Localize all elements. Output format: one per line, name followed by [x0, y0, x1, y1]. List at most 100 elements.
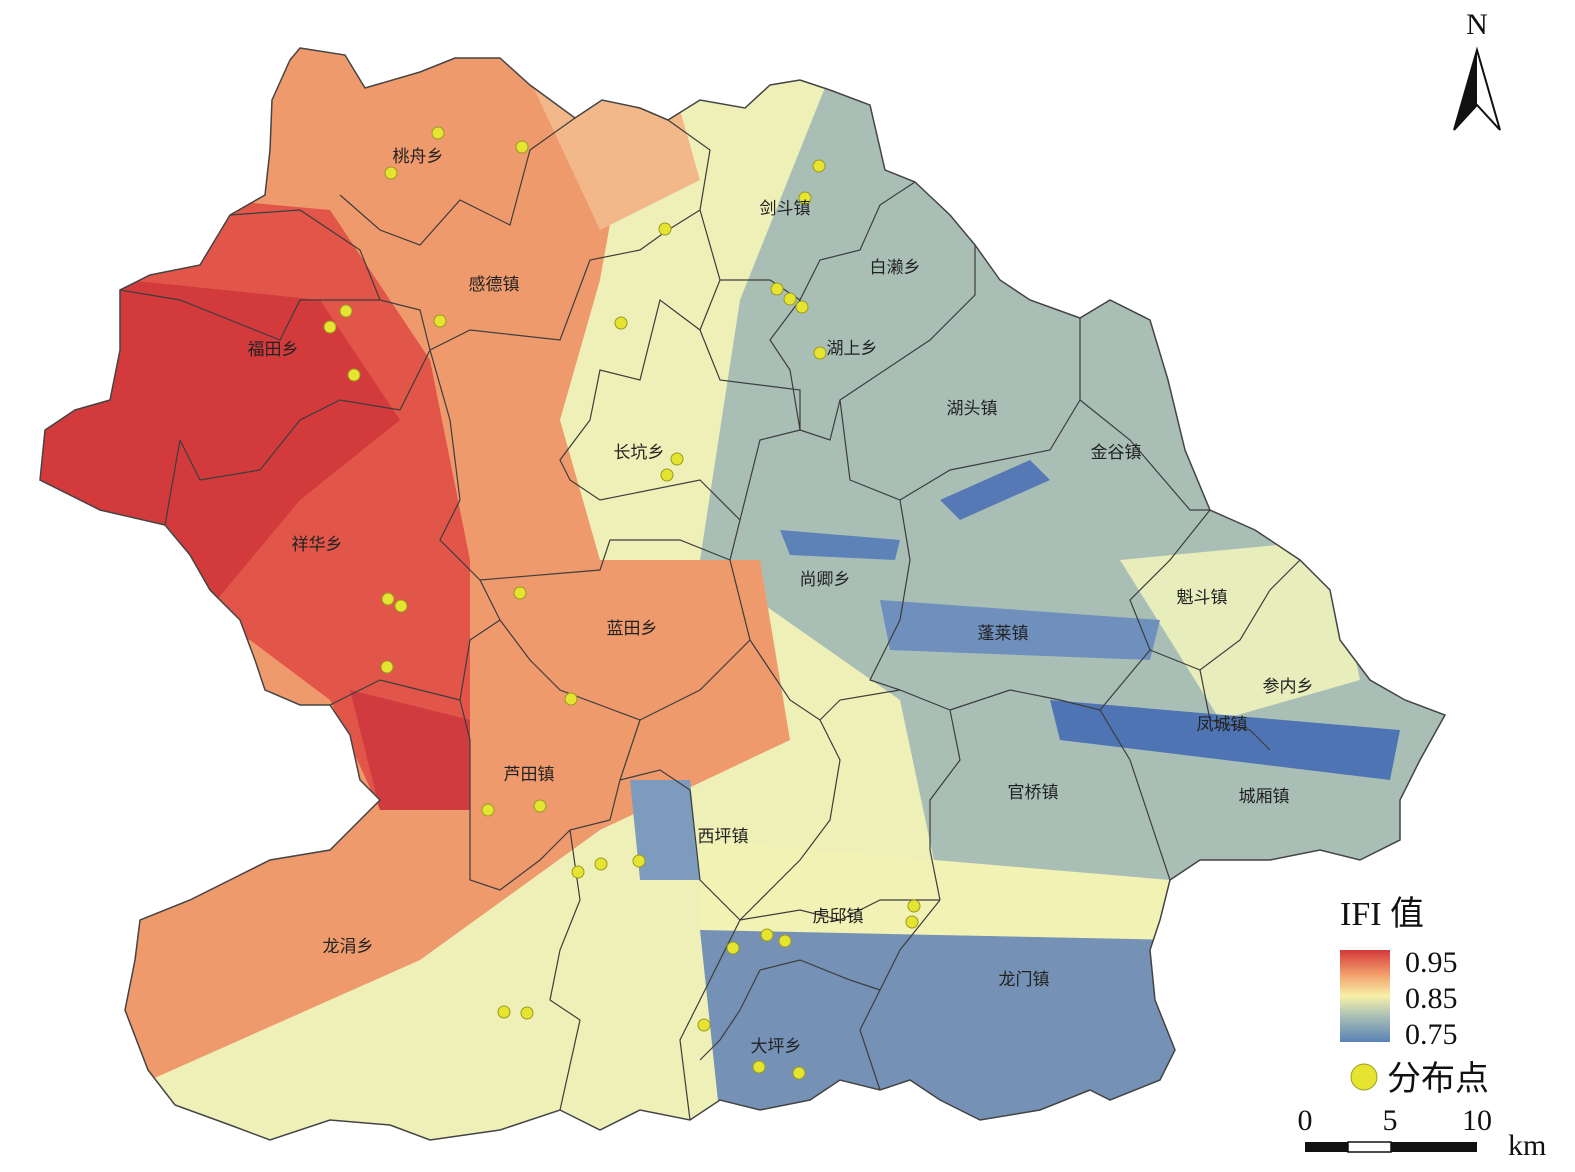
legend-color-ramp	[1340, 950, 1390, 1042]
legend-title: IFI 值	[1340, 895, 1424, 933]
distribution-point	[770, 282, 784, 296]
distribution-point	[347, 368, 361, 382]
distribution-point	[778, 934, 792, 948]
distribution-point	[632, 854, 646, 868]
distribution-point	[520, 1006, 534, 1020]
surface-orange-ne	[530, 80, 700, 230]
surface-blue-xiping	[630, 780, 700, 880]
distribution-point	[515, 140, 529, 154]
surface-blue-center	[780, 530, 900, 560]
legend-max-label: 0.95	[1405, 946, 1458, 979]
distribution-point	[481, 803, 495, 817]
label-bailai: 白濑乡	[870, 258, 921, 278]
label-longmen: 龙门镇	[999, 970, 1050, 990]
distribution-point	[380, 660, 394, 674]
label-jingu: 金谷镇	[1091, 443, 1142, 463]
surface-red-south	[350, 690, 470, 810]
distribution-point	[323, 320, 337, 334]
boundary	[229, 209, 431, 351]
boundary	[119, 289, 380, 341]
surface-blue-south	[700, 930, 1180, 1120]
boundary	[759, 959, 881, 991]
legend-mid-label: 0.85	[1405, 982, 1458, 1015]
scale-segment-white	[1347, 1141, 1392, 1153]
scale-tick-5: 5	[1383, 1104, 1398, 1137]
distribution-point	[795, 300, 809, 314]
surface-yellow-south	[700, 840, 1170, 940]
label-penglai: 蓬莱镇	[978, 624, 1029, 644]
label-lutian: 芦田镇	[504, 765, 555, 785]
surface-blue-mid	[880, 600, 1160, 660]
distribution-point	[564, 692, 578, 706]
surface-blue-east	[1050, 700, 1400, 780]
boundary	[549, 829, 581, 1111]
distribution-point	[813, 346, 827, 360]
boundary	[689, 789, 940, 921]
distribution-point	[660, 468, 674, 482]
surface-blue-hutou	[940, 460, 1050, 520]
boundary	[699, 329, 801, 430]
distribution-point	[726, 941, 740, 955]
distribution-point	[571, 865, 585, 879]
label-lantian: 蓝田乡	[607, 619, 658, 639]
scale-segment-black-1	[1305, 1142, 1348, 1152]
label-xianghua: 祥华乡	[292, 535, 343, 555]
label-taozhou: 桃舟乡	[393, 147, 444, 167]
distribution-point	[658, 222, 672, 236]
distribution-point	[614, 316, 628, 330]
distribution-point	[513, 586, 527, 600]
boundary	[720, 181, 916, 301]
distribution-point	[381, 592, 395, 606]
legend: IFI 值 0.95 0.85 0.75 分布点	[1340, 895, 1489, 1098]
boundary	[559, 419, 801, 522]
label-hutou: 湖头镇	[947, 399, 998, 419]
north-arrow-fill-icon	[1454, 50, 1477, 130]
place-labels: 桃舟乡 剑斗镇 感德镇 白濑乡 福田乡 湖上乡 湖头镇 金谷镇 长坑乡 祥华乡 …	[248, 147, 1314, 1057]
boundary	[164, 439, 181, 526]
legend-points-label: 分布点	[1387, 1060, 1489, 1098]
distribution-point	[752, 1060, 766, 1074]
scale-unit: km	[1508, 1129, 1546, 1162]
distribution-point	[905, 915, 919, 929]
boundary	[869, 499, 911, 691]
label-xiping: 西坪镇	[698, 827, 749, 847]
distribution-point	[783, 292, 797, 306]
north-arrow: N	[1453, 8, 1501, 131]
label-jiandou: 剑斗镇	[760, 199, 811, 219]
label-huqiu: 虎邱镇	[813, 907, 864, 927]
boundary	[729, 519, 741, 561]
surface-yellow-east	[1120, 540, 1360, 720]
distribution-point	[812, 159, 826, 173]
distribution-point	[697, 1018, 711, 1032]
distribution-point	[907, 899, 921, 913]
label-daping: 大坪乡	[751, 1037, 802, 1057]
distribution-point	[760, 928, 774, 942]
legend-point-symbol	[1350, 1063, 1378, 1091]
distribution-point	[670, 452, 684, 466]
distribution-point	[431, 126, 445, 140]
distribution-point	[339, 304, 353, 318]
boundary	[739, 719, 841, 921]
label-shangqing: 尚卿乡	[800, 570, 851, 590]
label-longjuan: 龙涓乡	[323, 937, 374, 957]
distribution-point	[533, 799, 547, 813]
boundary	[1099, 509, 1211, 711]
scale-bar: 0 5 10 km	[1298, 1104, 1547, 1162]
township-boundaries	[119, 117, 1301, 1121]
boundary	[459, 699, 691, 891]
distribution-point	[394, 599, 408, 613]
boundary	[749, 639, 961, 901]
distribution-point	[497, 1005, 511, 1019]
label-kuidou: 魁斗镇	[1177, 588, 1228, 608]
boundary	[619, 719, 641, 781]
boundary	[1149, 559, 1301, 671]
label-cannei: 参内乡	[1263, 677, 1314, 697]
boundary	[179, 349, 431, 481]
label-hushang: 湖上乡	[827, 339, 878, 359]
label-chengxiang: 城厢镇	[1239, 787, 1290, 807]
scale-segment-black-2	[1391, 1142, 1477, 1152]
boundary	[1079, 399, 1210, 511]
scale-tick-0: 0	[1298, 1104, 1313, 1137]
boundary	[339, 117, 576, 246]
